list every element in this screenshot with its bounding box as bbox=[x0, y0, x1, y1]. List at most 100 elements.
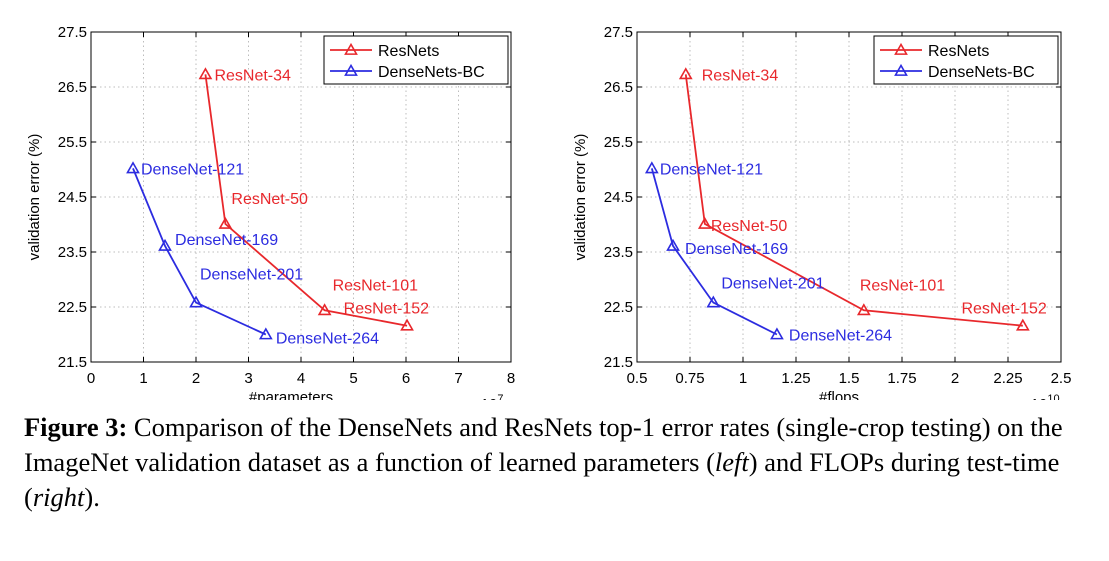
legend: ResNets DenseNets-BC bbox=[873, 35, 1059, 85]
series-line bbox=[132, 168, 267, 336]
figure-label: Figure 3: bbox=[24, 412, 128, 442]
series-resnets: ResNet-34 ResNet-50 ResNet-101 ResNet-152 bbox=[678, 67, 1047, 331]
series-resnets: ResNet-34 ResNet-50 ResNet-101 ResNet-152 bbox=[198, 67, 429, 331]
data-point-label: ResNet-152 bbox=[344, 301, 429, 318]
x-tick-label: 2.25 bbox=[993, 370, 1022, 387]
x-tick-label: 0.75 bbox=[675, 370, 704, 387]
caption-text-3: ). bbox=[84, 482, 100, 512]
x-axis-multiplier: x 1010 bbox=[1019, 393, 1060, 400]
plot-frame bbox=[636, 31, 1062, 363]
caption-right: right bbox=[32, 482, 85, 512]
data-point-marker bbox=[666, 238, 680, 251]
y-tick-label: 26.5 bbox=[58, 79, 87, 96]
data-point-label: DenseNet-121 bbox=[141, 161, 244, 178]
y-tick-label: 27.5 bbox=[604, 24, 633, 41]
data-point-marker bbox=[258, 327, 273, 340]
data-point-label: DenseNet-201 bbox=[200, 267, 303, 284]
y-tick-label: 26.5 bbox=[604, 79, 633, 96]
x-tick-label: 4 bbox=[297, 370, 305, 387]
x-tick-label: 1.5 bbox=[839, 370, 860, 387]
data-point-marker bbox=[697, 216, 712, 229]
legend-marker bbox=[894, 63, 908, 76]
series-densenets-bc: DenseNet-121 DenseNet-169 DenseNet-201 Dens… bbox=[644, 161, 892, 345]
legend-entry: DenseNets-BC bbox=[928, 64, 1035, 81]
figure-caption: Figure 3: Comparison of the DenseNets an… bbox=[24, 410, 1094, 515]
x-axis-multiplier: x 107 bbox=[469, 393, 503, 400]
y-tick-label: 22.5 bbox=[58, 299, 87, 316]
x-tick-label: 2 bbox=[192, 370, 200, 387]
series-line bbox=[684, 74, 1023, 327]
x-axis-label: #flops bbox=[819, 389, 859, 400]
legend-marker bbox=[894, 42, 908, 55]
legend: ResNets DenseNets-BC bbox=[323, 35, 509, 85]
data-point-marker bbox=[198, 67, 213, 80]
data-point-marker bbox=[644, 161, 659, 174]
chart-panel-1: 0 1 2 3 4 5 6 7 8 21.5 22.5 23.5 24.5 25.5 26.5 27.5 #pa… bbox=[26, 24, 515, 400]
x-tick-label: 5 bbox=[349, 370, 357, 387]
x-tick-label: 1.75 bbox=[887, 370, 916, 387]
y-tick-label: 22.5 bbox=[604, 299, 633, 316]
x-axis-label: #parameters bbox=[249, 389, 333, 400]
data-point-label: DenseNet-169 bbox=[175, 232, 278, 249]
data-point-label: ResNet-34 bbox=[214, 67, 291, 84]
x-tick-label: 7 bbox=[454, 370, 462, 387]
x-tick-label: 0 bbox=[87, 370, 95, 387]
data-point-label: ResNet-152 bbox=[961, 301, 1046, 318]
x-tick-label: 2 bbox=[951, 370, 959, 387]
x-tick-label: 3 bbox=[244, 370, 252, 387]
data-point-label: ResNet-50 bbox=[231, 191, 308, 208]
data-point-marker bbox=[158, 238, 172, 251]
y-tick-label: 24.5 bbox=[604, 189, 633, 206]
series-line bbox=[204, 74, 408, 327]
caption-text-2: ) and FLOPs during test-time ( bbox=[24, 447, 1060, 512]
x-tick-label: 1.25 bbox=[781, 370, 810, 387]
y-tick-label: 24.5 bbox=[58, 189, 87, 206]
x-tick-label: 0.5 bbox=[627, 370, 648, 387]
legend-entry: ResNets bbox=[378, 43, 439, 60]
data-point-marker bbox=[317, 303, 332, 316]
y-tick-label: 21.5 bbox=[58, 354, 87, 371]
y-axis-label: validation error (%) bbox=[572, 134, 589, 261]
data-point-marker bbox=[1015, 318, 1030, 331]
data-point-marker bbox=[856, 303, 871, 316]
chart-panel-2: 0.5 0.75 1 1.25 1.5 1.75 2 2.25 2.5 21.5 22.5 23.5 2… bbox=[572, 24, 1071, 400]
x-tick-label: 1 bbox=[739, 370, 747, 387]
legend-entry: ResNets bbox=[928, 43, 989, 60]
legend-entry: DenseNets-BC bbox=[378, 64, 485, 81]
data-point-label: DenseNet-264 bbox=[276, 331, 379, 348]
y-tick-label: 25.5 bbox=[58, 134, 87, 151]
data-point-marker bbox=[678, 67, 693, 80]
data-point-marker bbox=[706, 295, 721, 308]
series-line bbox=[650, 168, 778, 336]
legend-marker bbox=[344, 63, 358, 76]
data-point-marker bbox=[189, 295, 203, 308]
y-tick-label: 27.5 bbox=[58, 24, 87, 41]
y-axis-label: validation error (%) bbox=[26, 134, 43, 261]
data-point-label: DenseNet-121 bbox=[660, 161, 763, 178]
x-tick-label: 2.5 bbox=[1051, 370, 1072, 387]
data-point-label: ResNet-50 bbox=[711, 218, 788, 235]
legend-marker bbox=[344, 42, 358, 55]
data-point-label: ResNet-34 bbox=[702, 67, 779, 84]
y-tick-label: 23.5 bbox=[604, 244, 633, 261]
figure-charts: 0 1 2 3 4 5 6 7 821.522.523.524.525.526.527.5#pa… bbox=[26, 24, 1071, 400]
data-point-marker bbox=[770, 327, 784, 340]
x-tick-label: 6 bbox=[402, 370, 410, 387]
caption-text-1: Comparison of the DenseNets and ResNets … bbox=[24, 412, 1063, 477]
plot-frame bbox=[90, 31, 512, 363]
data-point-label: ResNet-101 bbox=[860, 277, 945, 294]
y-tick-label: 23.5 bbox=[58, 244, 87, 261]
data-point-marker bbox=[218, 216, 233, 229]
x-tick-label: 8 bbox=[507, 370, 515, 387]
data-point-marker bbox=[400, 318, 414, 331]
x-tick-label: 1 bbox=[139, 370, 147, 387]
data-point-label: ResNet-101 bbox=[333, 277, 418, 294]
series-densenets-bc: DenseNet-121 DenseNet-169 DenseNet-201 Dens… bbox=[126, 161, 379, 348]
caption-left: left bbox=[714, 447, 749, 477]
data-point-label: DenseNet-169 bbox=[685, 241, 788, 258]
data-point-marker bbox=[126, 161, 140, 174]
legend-box bbox=[323, 35, 509, 85]
legend-box bbox=[873, 35, 1059, 85]
data-point-label: DenseNet-201 bbox=[721, 276, 824, 293]
y-tick-label: 25.5 bbox=[604, 134, 633, 151]
